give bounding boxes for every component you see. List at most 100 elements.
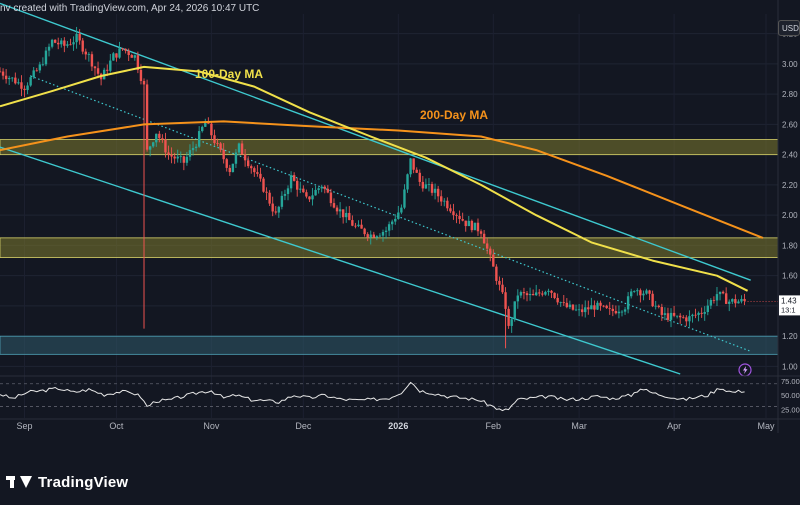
candle [139,69,143,81]
candle [436,188,440,197]
candle [204,121,207,127]
candle [446,200,449,209]
candle [246,160,250,167]
candle [320,186,323,189]
candle [571,304,575,310]
candle [357,224,360,227]
candle [332,203,336,208]
candle [323,186,326,189]
candle [580,309,584,313]
candle [706,305,709,312]
candle [629,291,633,297]
candle [418,172,421,182]
candle [378,235,382,237]
candle [562,302,565,304]
candle [553,292,556,298]
rsi-axis-tick: 25.00 [781,405,800,414]
tradingview-logo[interactable]: TradingView [6,472,128,492]
candle [228,167,231,173]
candle [335,207,339,212]
time-axis-tick: May [757,421,775,431]
candle [636,290,639,292]
candle [550,290,553,293]
candle [525,293,529,296]
candle [654,305,657,307]
candle [145,84,149,150]
candle [406,174,409,190]
time-axis-tick: Dec [295,421,312,431]
candle [482,233,486,244]
candle [173,156,176,159]
candle [577,309,581,311]
candle [265,191,268,193]
candle [565,302,569,308]
candle [41,64,45,66]
candle [124,48,127,51]
candle [485,243,489,249]
candle [672,312,676,316]
candle [57,42,60,45]
candle [44,50,48,65]
tradingview-logo-text: TradingView [38,473,129,491]
candle [541,293,544,295]
price-axis-tick: 2.40 [782,151,798,160]
candle [464,220,467,227]
candle [574,309,578,311]
candle [133,55,137,58]
candle [87,54,91,55]
currency-selector-button[interactable]: USD [778,20,800,36]
candle [161,138,164,140]
candle [311,195,314,200]
candle [587,307,590,310]
candle [663,313,667,315]
candle [501,284,504,293]
candle [201,126,204,132]
candle [709,299,713,306]
candle [256,172,259,174]
candle [400,207,403,213]
candle [685,317,688,322]
candle [326,188,330,193]
candle [390,221,394,225]
candle [81,40,84,52]
candle [679,315,682,318]
last-price-badge [779,295,800,316]
candle [697,312,700,315]
candle [158,133,161,139]
candle [20,82,23,89]
candle [531,293,535,296]
candle [72,42,75,45]
candle [660,306,664,315]
time-axis-tick: Feb [486,421,502,431]
candle [222,149,225,160]
price-axis-tick: 1.80 [782,241,798,250]
candle [231,163,235,173]
candle [731,299,734,302]
candle [17,82,20,84]
candle [29,77,32,86]
candle [26,85,29,91]
candle [639,290,642,296]
candle [274,211,277,213]
candle [182,156,186,163]
candle [666,313,670,320]
candle [381,232,385,236]
candle [568,304,572,308]
candle [121,48,124,50]
candle [599,302,602,306]
candle [743,298,746,301]
lightning-icon-glyph [743,366,748,374]
candle [412,158,415,170]
candle [354,225,357,227]
candle [210,123,213,136]
candle [216,143,219,144]
candle [449,208,452,212]
candle [112,53,115,61]
channel-lower-line [0,146,681,375]
candle [415,169,418,173]
tradingview-logo-icon [6,472,32,492]
candle [280,195,284,207]
candle [648,290,651,294]
candle [492,254,495,267]
